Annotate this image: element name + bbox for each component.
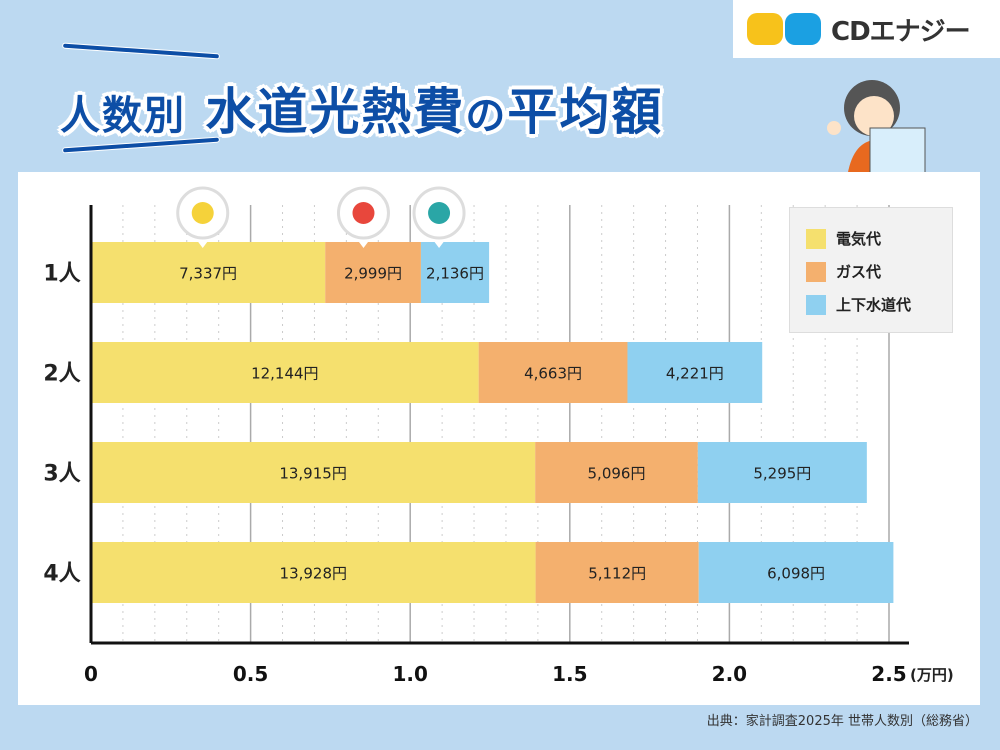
x-tick-label: 2.0 — [712, 662, 747, 686]
data-label: 2,999円 — [344, 265, 402, 283]
legend-label: 電気代 — [836, 230, 882, 248]
data-label: 13,928円 — [280, 565, 348, 583]
bar-segment — [91, 542, 536, 603]
legend-item: ガス代 — [806, 255, 936, 288]
data-label: 5,112円 — [588, 565, 646, 583]
person-illustration — [827, 80, 926, 178]
icon-pointer — [433, 240, 446, 248]
bar-segment — [91, 242, 326, 303]
category-label: 1人 — [43, 262, 80, 287]
legend-label: ガス代 — [836, 263, 882, 281]
bar-segment — [91, 442, 536, 503]
lightbulb-icon — [191, 202, 214, 224]
bar-segment — [535, 542, 699, 603]
x-tick-label: 0.5 — [233, 662, 268, 686]
data-label: 5,295円 — [753, 465, 811, 483]
icon-pointer — [357, 240, 370, 248]
water-drop-icon — [428, 202, 451, 224]
bar-segment — [478, 342, 628, 403]
logo-d-icon — [785, 13, 821, 45]
title-part: 人数別 — [60, 93, 186, 139]
bar-segment — [535, 442, 698, 503]
x-tick-label: 1.5 — [552, 662, 587, 686]
category-label: 3人 — [43, 462, 80, 487]
x-tick-label: 1.0 — [392, 662, 427, 686]
x-tick-label: 0 — [84, 662, 98, 686]
bar-segment — [325, 242, 421, 303]
bar-segment — [420, 242, 490, 303]
logo: CDエナジー — [733, 0, 1000, 58]
bar-segment — [627, 342, 763, 403]
legend-label: 上下水道代 — [836, 296, 912, 314]
bar-segment — [697, 442, 867, 503]
bar-segment — [698, 542, 894, 603]
legend-item: 上下水道代 — [806, 288, 936, 321]
legend-item: 電気代 — [806, 222, 936, 255]
bar-segment — [91, 342, 479, 403]
data-label: 12,144円 — [251, 365, 319, 383]
page-title: 人数別 水道光熱費の平均額 — [60, 72, 663, 144]
x-axis-unit: (万円) — [910, 666, 954, 684]
data-label: 6,098円 — [767, 565, 825, 583]
data-label: 5,096円 — [588, 465, 646, 483]
legend: 電気代 ガス代 上下水道代 — [789, 207, 953, 333]
flame-icon — [352, 202, 375, 224]
source-note: 出典：家計調査2025年 世帯人数別（総務省） — [706, 714, 978, 729]
data-label: 2,136円 — [426, 265, 484, 283]
x-tick-label: 2.5 — [871, 662, 906, 686]
data-label: 4,221円 — [666, 365, 724, 383]
data-label: 13,915円 — [279, 465, 347, 483]
data-label: 7,337円 — [179, 265, 237, 283]
category-label: 4人 — [43, 562, 80, 587]
title-part: の — [465, 93, 508, 139]
legend-swatch — [806, 261, 826, 282]
category-label: 2人 — [43, 362, 80, 387]
logo-c-icon — [747, 13, 783, 45]
title-part: 水道光熱費 — [205, 83, 466, 141]
legend-swatch — [806, 228, 826, 249]
logo-text: CDエナジー — [831, 16, 971, 47]
legend-swatch — [806, 294, 826, 315]
data-label: 4,663円 — [524, 365, 582, 383]
icon-pointer — [196, 240, 209, 248]
title-part: 平均額 — [507, 83, 664, 141]
